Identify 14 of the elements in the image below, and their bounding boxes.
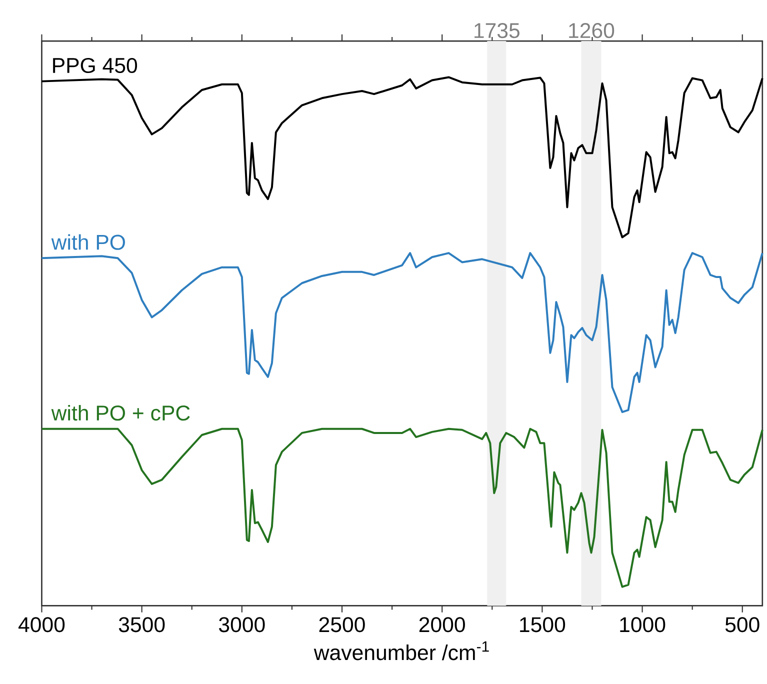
x-tick-label: 1000 [620, 617, 666, 632]
x-tick-label: 4000 [18, 617, 65, 632]
series-label: PPG 450 [53, 58, 138, 74]
x-axis-title: wavenumber /cm$^{-1}$ [314, 641, 489, 660]
x-tick-label: 500 [725, 617, 760, 632]
band-label: 1260 [569, 23, 614, 38]
x-tick-label: 2000 [419, 617, 465, 632]
x-tick-label: 3000 [219, 617, 265, 632]
x-tick-label: 3500 [118, 617, 165, 632]
x-tick-label: 2500 [319, 617, 365, 632]
series-label: with PO [51, 234, 125, 250]
x-tick-label: 1500 [520, 617, 566, 632]
band-label: 1735 [474, 23, 520, 38]
series-label: with PO + cPC [51, 404, 190, 421]
